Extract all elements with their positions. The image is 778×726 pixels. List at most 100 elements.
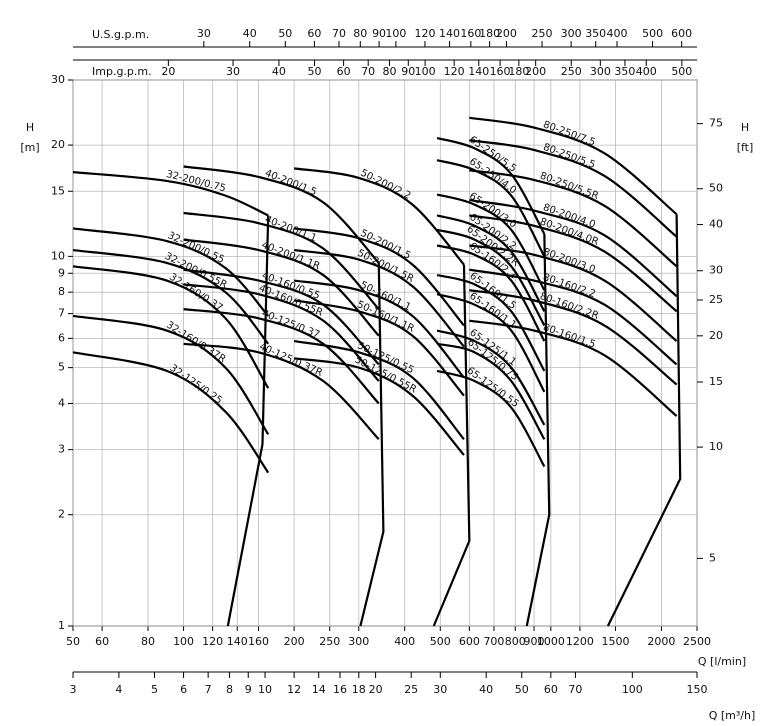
- pump-curve: [72, 351, 270, 474]
- y2-tick-label: 15: [709, 375, 723, 388]
- x2-tick-label: 40: [479, 683, 493, 696]
- x4-tick-label: 250: [561, 65, 582, 78]
- x-tick-label: 250: [319, 635, 340, 648]
- x2-tick-label: 20: [369, 683, 383, 696]
- y2-tick-label: 5: [709, 551, 716, 564]
- x2-tick-label: 70: [568, 683, 582, 696]
- x4-tick-label: 400: [636, 65, 657, 78]
- pump-curve: [183, 211, 380, 310]
- x-tick-label: 800: [505, 635, 526, 648]
- pump-curve: [293, 279, 465, 379]
- x2-tick-label: 7: [205, 683, 212, 696]
- pump-curve: [436, 193, 546, 291]
- x3-tick-label: 160: [460, 27, 481, 40]
- x-tick-label: 50: [66, 635, 80, 648]
- x2-label: Q [m³/h]: [709, 709, 756, 722]
- x3-tick-label: 70: [332, 27, 346, 40]
- x4-tick-label: 50: [308, 65, 322, 78]
- x3-tick-label: 40: [243, 27, 257, 40]
- us-gpm-label: U.S.g.p.m.: [92, 28, 149, 41]
- pump-curve: [436, 369, 546, 468]
- x4-tick-label: 200: [525, 65, 546, 78]
- y2-tick-label: 20: [709, 329, 723, 342]
- x2-tick-label: 8: [226, 683, 233, 696]
- limit-curve: [226, 215, 270, 627]
- pump-curve: [183, 342, 380, 441]
- y-tick-label: 20: [51, 138, 65, 151]
- x3-tick-label: 180: [479, 27, 500, 40]
- x3-tick-label: 80: [353, 27, 367, 40]
- y2-tick-label: 25: [709, 293, 723, 306]
- x-tick-label: 400: [394, 635, 415, 648]
- x4-tick-label: 160: [490, 65, 511, 78]
- x2-tick-label: 30: [433, 683, 447, 696]
- pump-curve: [436, 244, 546, 342]
- pump-curve: [436, 273, 546, 372]
- x3-tick-label: 250: [532, 27, 553, 40]
- x2-tick-label: 16: [333, 683, 347, 696]
- x-tick-label: 140: [227, 635, 248, 648]
- x-tick-label: 900: [524, 635, 545, 648]
- x-tick-label: 100: [173, 635, 194, 648]
- y-label: H: [26, 121, 34, 134]
- x4-tick-label: 140: [468, 65, 489, 78]
- y2-tick-label: 50: [709, 182, 723, 195]
- pump-curve: [469, 198, 678, 298]
- y2-unit: [ft]: [737, 141, 754, 154]
- x3-tick-label: 300: [561, 27, 582, 40]
- x2-tick-label: 18: [352, 683, 366, 696]
- x4-tick-label: 60: [337, 65, 351, 78]
- imp-gpm-label: Imp.g.p.m.: [92, 65, 152, 78]
- x-label: Q [l/min]: [698, 655, 746, 668]
- x2-tick-label: 4: [115, 683, 122, 696]
- pump-curve: [436, 329, 546, 426]
- pump-curve: [183, 268, 380, 366]
- x3-tick-label: 100: [385, 27, 406, 40]
- y-tick-label: 10: [51, 249, 65, 262]
- pump-curve: [293, 339, 465, 440]
- x-tick-label: 1000: [537, 635, 565, 648]
- x3-tick-label: 200: [496, 27, 517, 40]
- pump-curve: [72, 248, 270, 345]
- x3-tick-label: 60: [307, 27, 321, 40]
- x-tick-label: 500: [430, 635, 451, 648]
- x2-tick-label: 3: [70, 683, 77, 696]
- x4-tick-label: 500: [671, 65, 692, 78]
- limit-curve: [606, 214, 682, 627]
- y-tick-label: 7: [58, 307, 65, 320]
- x4-tick-label: 350: [614, 65, 635, 78]
- y2-tick-label: 75: [709, 117, 723, 130]
- x2-tick-label: 100: [622, 683, 643, 696]
- x2-tick-label: 12: [287, 683, 301, 696]
- pump-curve: [436, 342, 546, 440]
- pump-curve: [183, 308, 380, 405]
- x4-tick-label: 300: [590, 65, 611, 78]
- x2-tick-label: 6: [180, 683, 187, 696]
- x4-tick-label: 80: [383, 65, 397, 78]
- x2-tick-label: 50: [515, 683, 529, 696]
- x3-tick-label: 50: [278, 27, 292, 40]
- pump-curve: [436, 214, 546, 312]
- x-tick-label: 160: [248, 635, 269, 648]
- x2-tick-label: 25: [404, 683, 418, 696]
- y-unit: [m]: [20, 141, 39, 154]
- x-tick-label: 600: [459, 635, 480, 648]
- x4-tick-label: 100: [415, 65, 436, 78]
- pump-curve: [469, 244, 678, 342]
- x3-tick-label: 90: [372, 27, 386, 40]
- y-tick-label: 1: [58, 619, 65, 632]
- pump-curve: [293, 248, 465, 348]
- pump-curve: [293, 167, 465, 266]
- x3-tick-label: 400: [607, 27, 628, 40]
- y2-tick-label: 40: [709, 218, 723, 231]
- x4-tick-label: 180: [508, 65, 529, 78]
- x4-tick-label: 30: [226, 65, 240, 78]
- x3-tick-label: 350: [585, 27, 606, 40]
- x4-tick-label: 70: [361, 65, 375, 78]
- x3-tick-label: 600: [671, 27, 692, 40]
- x4-tick-label: 20: [161, 65, 175, 78]
- x4-tick-label: 90: [401, 65, 415, 78]
- x-tick-label: 60: [95, 635, 109, 648]
- pump-curve: [72, 171, 269, 217]
- pump-curve: [469, 116, 678, 216]
